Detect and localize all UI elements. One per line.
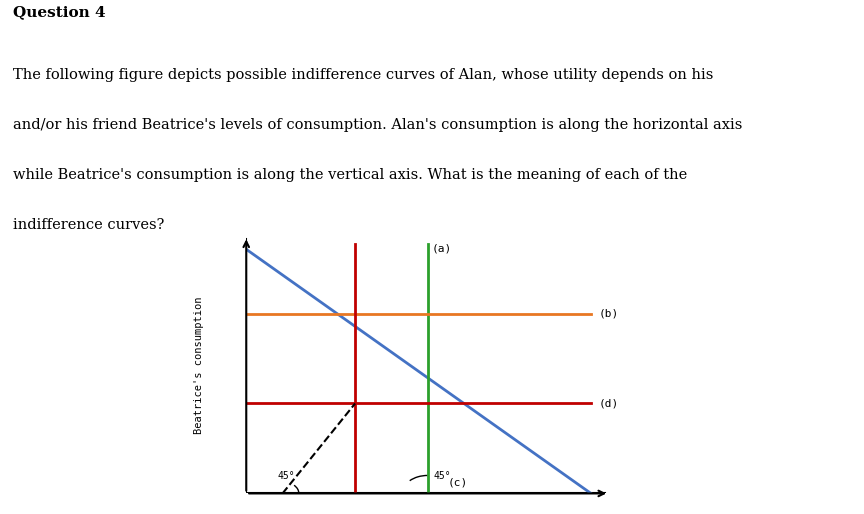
Text: while Beatrice's consumption is along the vertical axis. What is the meaning of : while Beatrice's consumption is along th… xyxy=(13,168,687,182)
Text: indifference curves?: indifference curves? xyxy=(13,218,164,232)
Text: (a): (a) xyxy=(432,244,452,254)
Text: and/or his friend Beatrice's levels of consumption. Alan's consumption is along : and/or his friend Beatrice's levels of c… xyxy=(13,118,742,132)
Text: 45°: 45° xyxy=(433,471,451,481)
Text: (b): (b) xyxy=(598,308,619,319)
Text: (c): (c) xyxy=(448,478,468,488)
Text: (d): (d) xyxy=(598,398,619,409)
Text: The following figure depicts possible indifference curves of Alan, whose utility: The following figure depicts possible in… xyxy=(13,68,714,82)
Text: Question 4: Question 4 xyxy=(13,5,105,19)
Text: 45°: 45° xyxy=(277,471,295,481)
Text: Beatrice's consumption: Beatrice's consumption xyxy=(194,296,204,434)
